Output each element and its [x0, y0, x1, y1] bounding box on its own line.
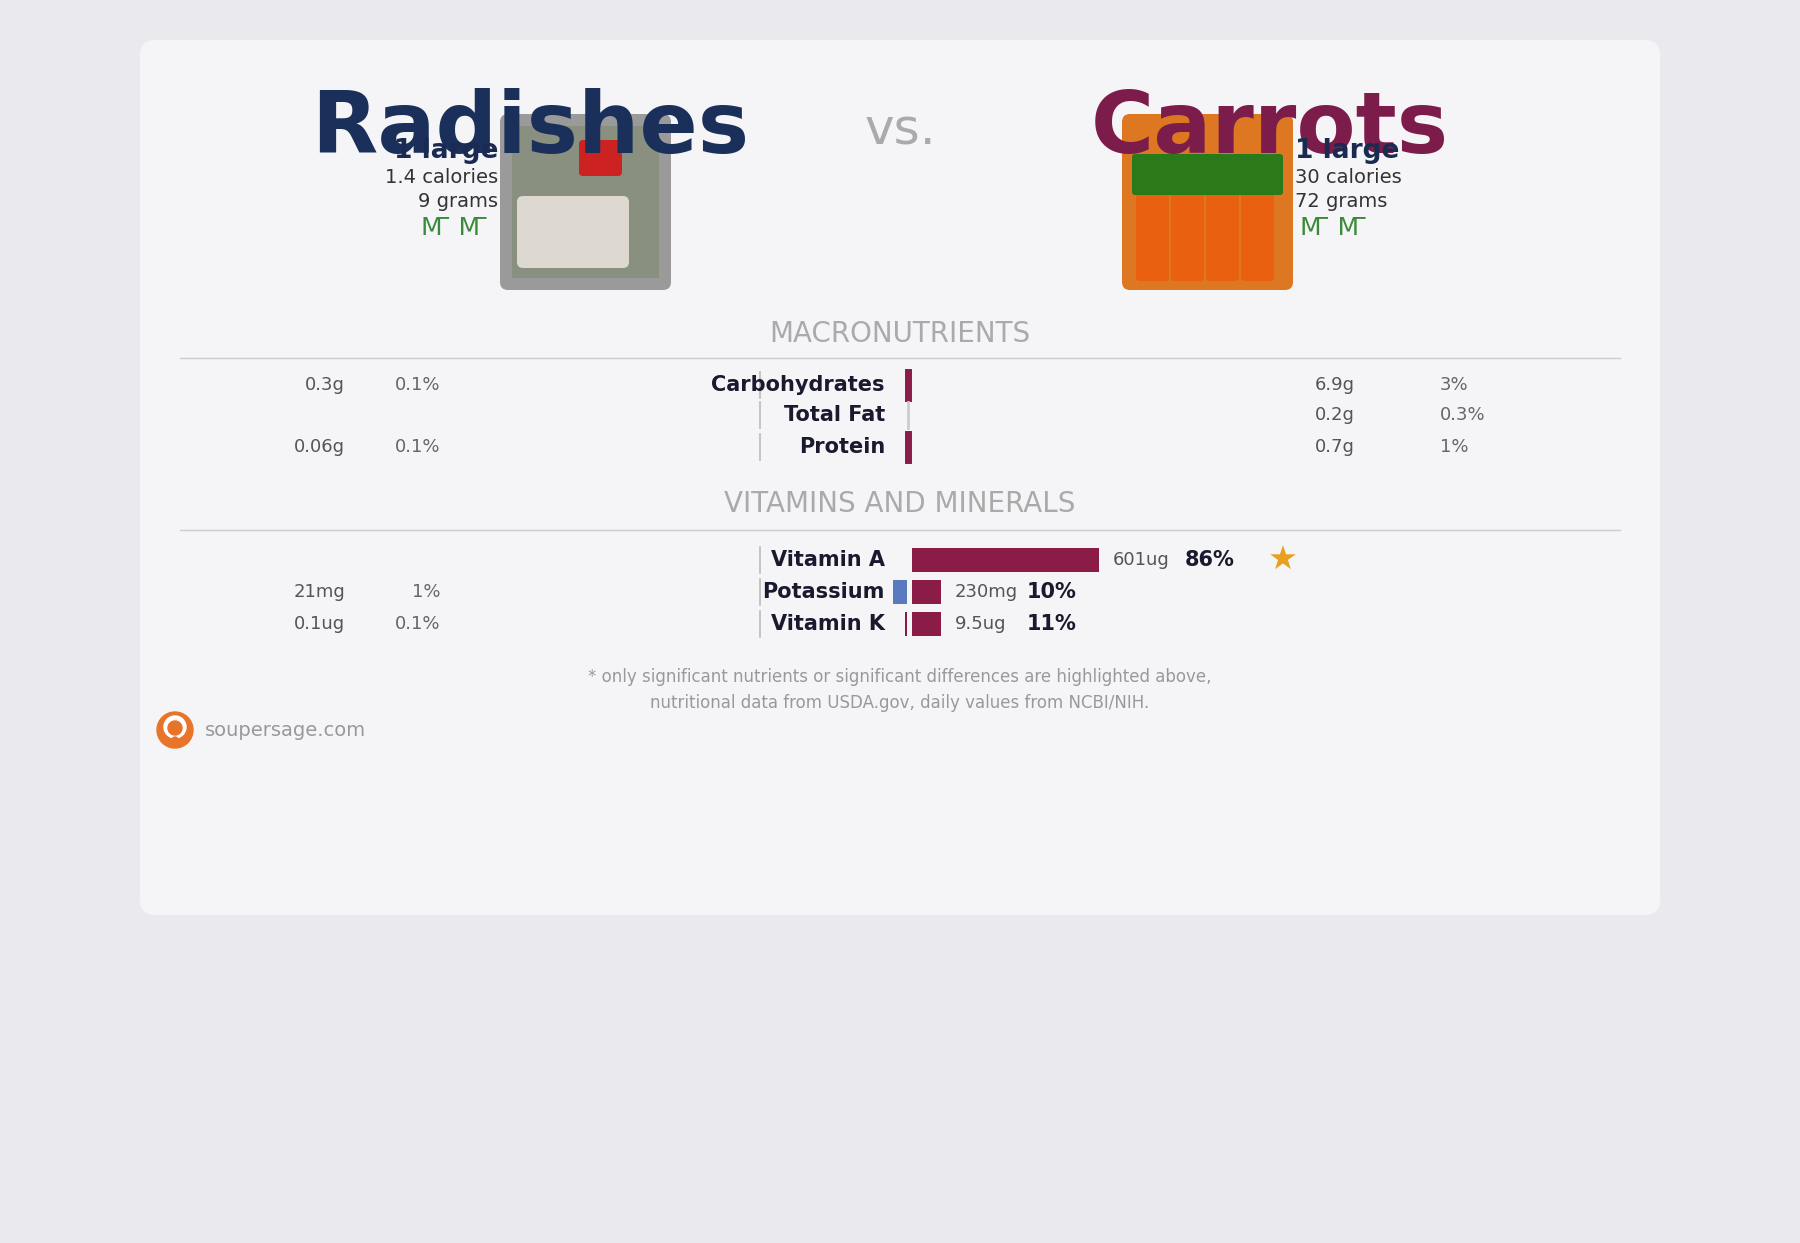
- Text: 0.1%: 0.1%: [394, 375, 439, 394]
- Text: 86%: 86%: [1184, 549, 1235, 571]
- Bar: [905, 612, 907, 636]
- Text: soupersage.com: soupersage.com: [205, 721, 365, 740]
- Bar: [511, 126, 659, 278]
- Text: MACRONUTRIENTS: MACRONUTRIENTS: [769, 319, 1031, 348]
- Text: 1.4 calories: 1.4 calories: [385, 168, 499, 186]
- Text: 0.1%: 0.1%: [394, 615, 439, 633]
- Text: 1 large: 1 large: [394, 138, 499, 164]
- Text: 0.1ug: 0.1ug: [293, 615, 346, 633]
- Text: 0.06g: 0.06g: [293, 438, 346, 456]
- Text: Vitamin K: Vitamin K: [770, 614, 886, 634]
- Text: 1 large: 1 large: [1294, 138, 1399, 164]
- Text: 1%: 1%: [412, 583, 439, 602]
- Text: 601ug: 601ug: [1112, 551, 1170, 569]
- Bar: [913, 580, 941, 604]
- Text: Total Fat: Total Fat: [783, 405, 886, 425]
- Text: nutritional data from USDA.gov, daily values from NCBI/NIH.: nutritional data from USDA.gov, daily va…: [650, 694, 1150, 712]
- Text: ★: ★: [1269, 543, 1298, 577]
- Text: 9 grams: 9 grams: [418, 191, 499, 211]
- Text: 0.3g: 0.3g: [306, 375, 346, 394]
- Text: 0.3%: 0.3%: [1440, 406, 1485, 424]
- Text: Radishes: Radishes: [311, 88, 749, 172]
- Circle shape: [157, 712, 193, 748]
- Text: 0.2g: 0.2g: [1316, 406, 1355, 424]
- Text: Carbohydrates: Carbohydrates: [711, 375, 886, 395]
- Bar: [913, 548, 1100, 572]
- FancyBboxPatch shape: [1172, 178, 1204, 281]
- Text: VITAMINS AND MINERALS: VITAMINS AND MINERALS: [724, 490, 1076, 518]
- Text: Potassium: Potassium: [763, 582, 886, 602]
- Text: 230mg: 230mg: [954, 583, 1019, 602]
- Text: Ꙧ Ꙧ: Ꙧ Ꙧ: [1300, 216, 1366, 240]
- Text: 0.1%: 0.1%: [394, 438, 439, 456]
- Bar: [913, 612, 941, 636]
- Circle shape: [164, 716, 185, 738]
- Bar: [893, 580, 907, 604]
- Text: 0.7g: 0.7g: [1316, 438, 1355, 456]
- Text: 9.5ug: 9.5ug: [954, 615, 1006, 633]
- Text: 3%: 3%: [1440, 375, 1469, 394]
- Text: Carrots: Carrots: [1091, 88, 1449, 172]
- Text: 11%: 11%: [1026, 614, 1076, 634]
- Text: Protein: Protein: [799, 438, 886, 457]
- Text: Ꙧ Ꙧ: Ꙧ Ꙧ: [421, 216, 488, 240]
- Circle shape: [167, 721, 182, 735]
- Text: 6.9g: 6.9g: [1316, 375, 1355, 394]
- FancyBboxPatch shape: [1121, 114, 1292, 290]
- FancyBboxPatch shape: [1132, 154, 1283, 195]
- FancyBboxPatch shape: [580, 140, 623, 177]
- Text: 1%: 1%: [1440, 438, 1469, 456]
- Text: 21mg: 21mg: [293, 583, 346, 602]
- FancyBboxPatch shape: [517, 196, 628, 268]
- Text: 10%: 10%: [1026, 582, 1076, 602]
- FancyBboxPatch shape: [140, 40, 1660, 915]
- FancyBboxPatch shape: [1240, 178, 1274, 281]
- Text: 72 grams: 72 grams: [1294, 191, 1388, 211]
- Text: 30 calories: 30 calories: [1294, 168, 1402, 186]
- FancyBboxPatch shape: [1136, 178, 1168, 281]
- Text: * only significant nutrients or significant differences are highlighted above,: * only significant nutrients or signific…: [589, 667, 1211, 686]
- FancyBboxPatch shape: [500, 114, 671, 290]
- Text: Vitamin A: Vitamin A: [770, 549, 886, 571]
- Text: vs.: vs.: [864, 106, 936, 154]
- Circle shape: [173, 737, 178, 743]
- FancyBboxPatch shape: [1206, 178, 1238, 281]
